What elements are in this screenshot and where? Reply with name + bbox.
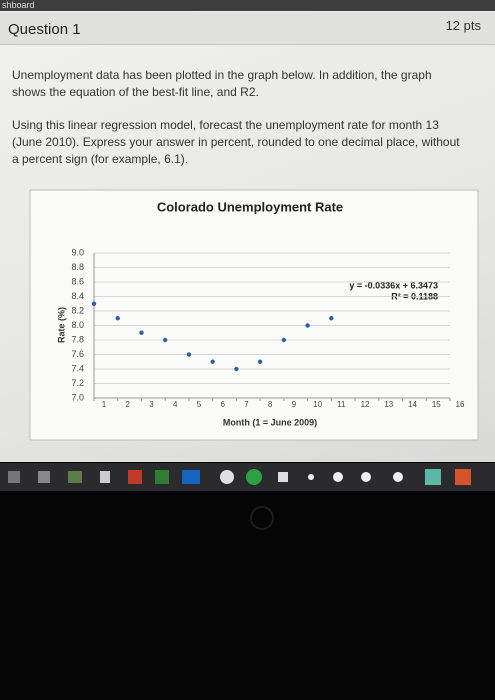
x-tick-label: 1 bbox=[102, 400, 107, 409]
app-icon[interactable] bbox=[155, 470, 169, 484]
logo bbox=[250, 506, 274, 530]
y-tick-label: 7.0 bbox=[71, 392, 84, 402]
x-tick-label: 14 bbox=[408, 400, 417, 409]
bezel bbox=[250, 506, 274, 530]
x-tick-label: 10 bbox=[313, 400, 322, 409]
y-tick-label: 7.8 bbox=[71, 334, 84, 344]
data-point bbox=[281, 337, 287, 343]
x-tick-label: 5 bbox=[197, 400, 202, 409]
app-icon[interactable] bbox=[68, 471, 82, 483]
data-point bbox=[329, 316, 334, 321]
chart-title: Colorado Unemployment Rate bbox=[157, 199, 343, 214]
data-point bbox=[115, 316, 120, 321]
app-icon[interactable] bbox=[361, 472, 371, 482]
y-axis-title: Rate (%) bbox=[56, 307, 66, 343]
y-tick-label: 7.2 bbox=[71, 378, 84, 388]
data-point bbox=[91, 301, 97, 306]
data-point bbox=[210, 359, 215, 364]
app-icon[interactable] bbox=[128, 470, 142, 484]
x-tick-label: 16 bbox=[456, 400, 465, 409]
y-tick-label: 8.2 bbox=[71, 305, 84, 315]
question-text: Unemployment data has been plotted in th… bbox=[12, 68, 432, 99]
app-icon[interactable] bbox=[8, 471, 20, 483]
app-icon[interactable] bbox=[393, 472, 403, 482]
browser-tab[interactable]: shboard bbox=[0, 0, 495, 11]
taskbar bbox=[0, 463, 495, 491]
app-icon[interactable] bbox=[278, 472, 288, 482]
x-tick-label: 2 bbox=[126, 400, 131, 409]
x-tick-label: 6 bbox=[220, 400, 225, 409]
y-tick-label: 9.0 bbox=[71, 247, 84, 257]
data-point bbox=[257, 359, 263, 364]
app-icon[interactable] bbox=[182, 470, 200, 484]
question-text: Using this linear regression model, fore… bbox=[12, 118, 460, 166]
x-tick-label: 12 bbox=[361, 400, 370, 409]
taskbar-icons bbox=[8, 469, 471, 485]
x-tick-label: 13 bbox=[384, 400, 393, 409]
trendline-equation: y = -0.0336x + 6.3473 bbox=[349, 280, 438, 290]
app-icon[interactable] bbox=[308, 474, 314, 480]
x-tick-label: 11 bbox=[337, 400, 346, 409]
question-points: 12 pts bbox=[445, 18, 481, 33]
x-tick-label: 15 bbox=[432, 400, 441, 409]
app-icon[interactable] bbox=[246, 469, 262, 485]
x-axis-title: Month (1 = June 2009) bbox=[223, 417, 317, 427]
app-icon[interactable] bbox=[455, 469, 471, 485]
y-tick-label: 7.4 bbox=[71, 363, 84, 373]
y-tick-label: 7.6 bbox=[71, 349, 84, 359]
x-tick-label: 7 bbox=[244, 400, 249, 409]
x-tick-label: 8 bbox=[268, 400, 273, 409]
app-icon[interactable] bbox=[100, 471, 110, 483]
x-tick-label: 3 bbox=[149, 400, 154, 409]
question-header: Question 1 12 pts bbox=[0, 12, 495, 45]
app-icon[interactable] bbox=[425, 469, 441, 485]
app-icon[interactable] bbox=[220, 470, 234, 484]
x-tick-label: 4 bbox=[173, 400, 178, 409]
data-point bbox=[186, 352, 192, 357]
data-point bbox=[234, 366, 239, 372]
question-title: Question 1 bbox=[8, 21, 81, 38]
y-tick-label: 8.4 bbox=[71, 291, 84, 301]
data-point bbox=[305, 323, 310, 328]
data-point bbox=[163, 337, 168, 343]
y-tick-label: 8.0 bbox=[71, 320, 84, 330]
app-icon[interactable] bbox=[38, 471, 50, 483]
y-tick-label: 8.8 bbox=[71, 262, 84, 272]
data-point bbox=[139, 330, 144, 335]
x-tick-label: 9 bbox=[292, 400, 297, 409]
chart: Colorado Unemployment Rate Month (1 = Ju… bbox=[29, 189, 479, 441]
app-icon[interactable] bbox=[333, 472, 343, 482]
y-tick-label: 8.6 bbox=[71, 276, 84, 286]
